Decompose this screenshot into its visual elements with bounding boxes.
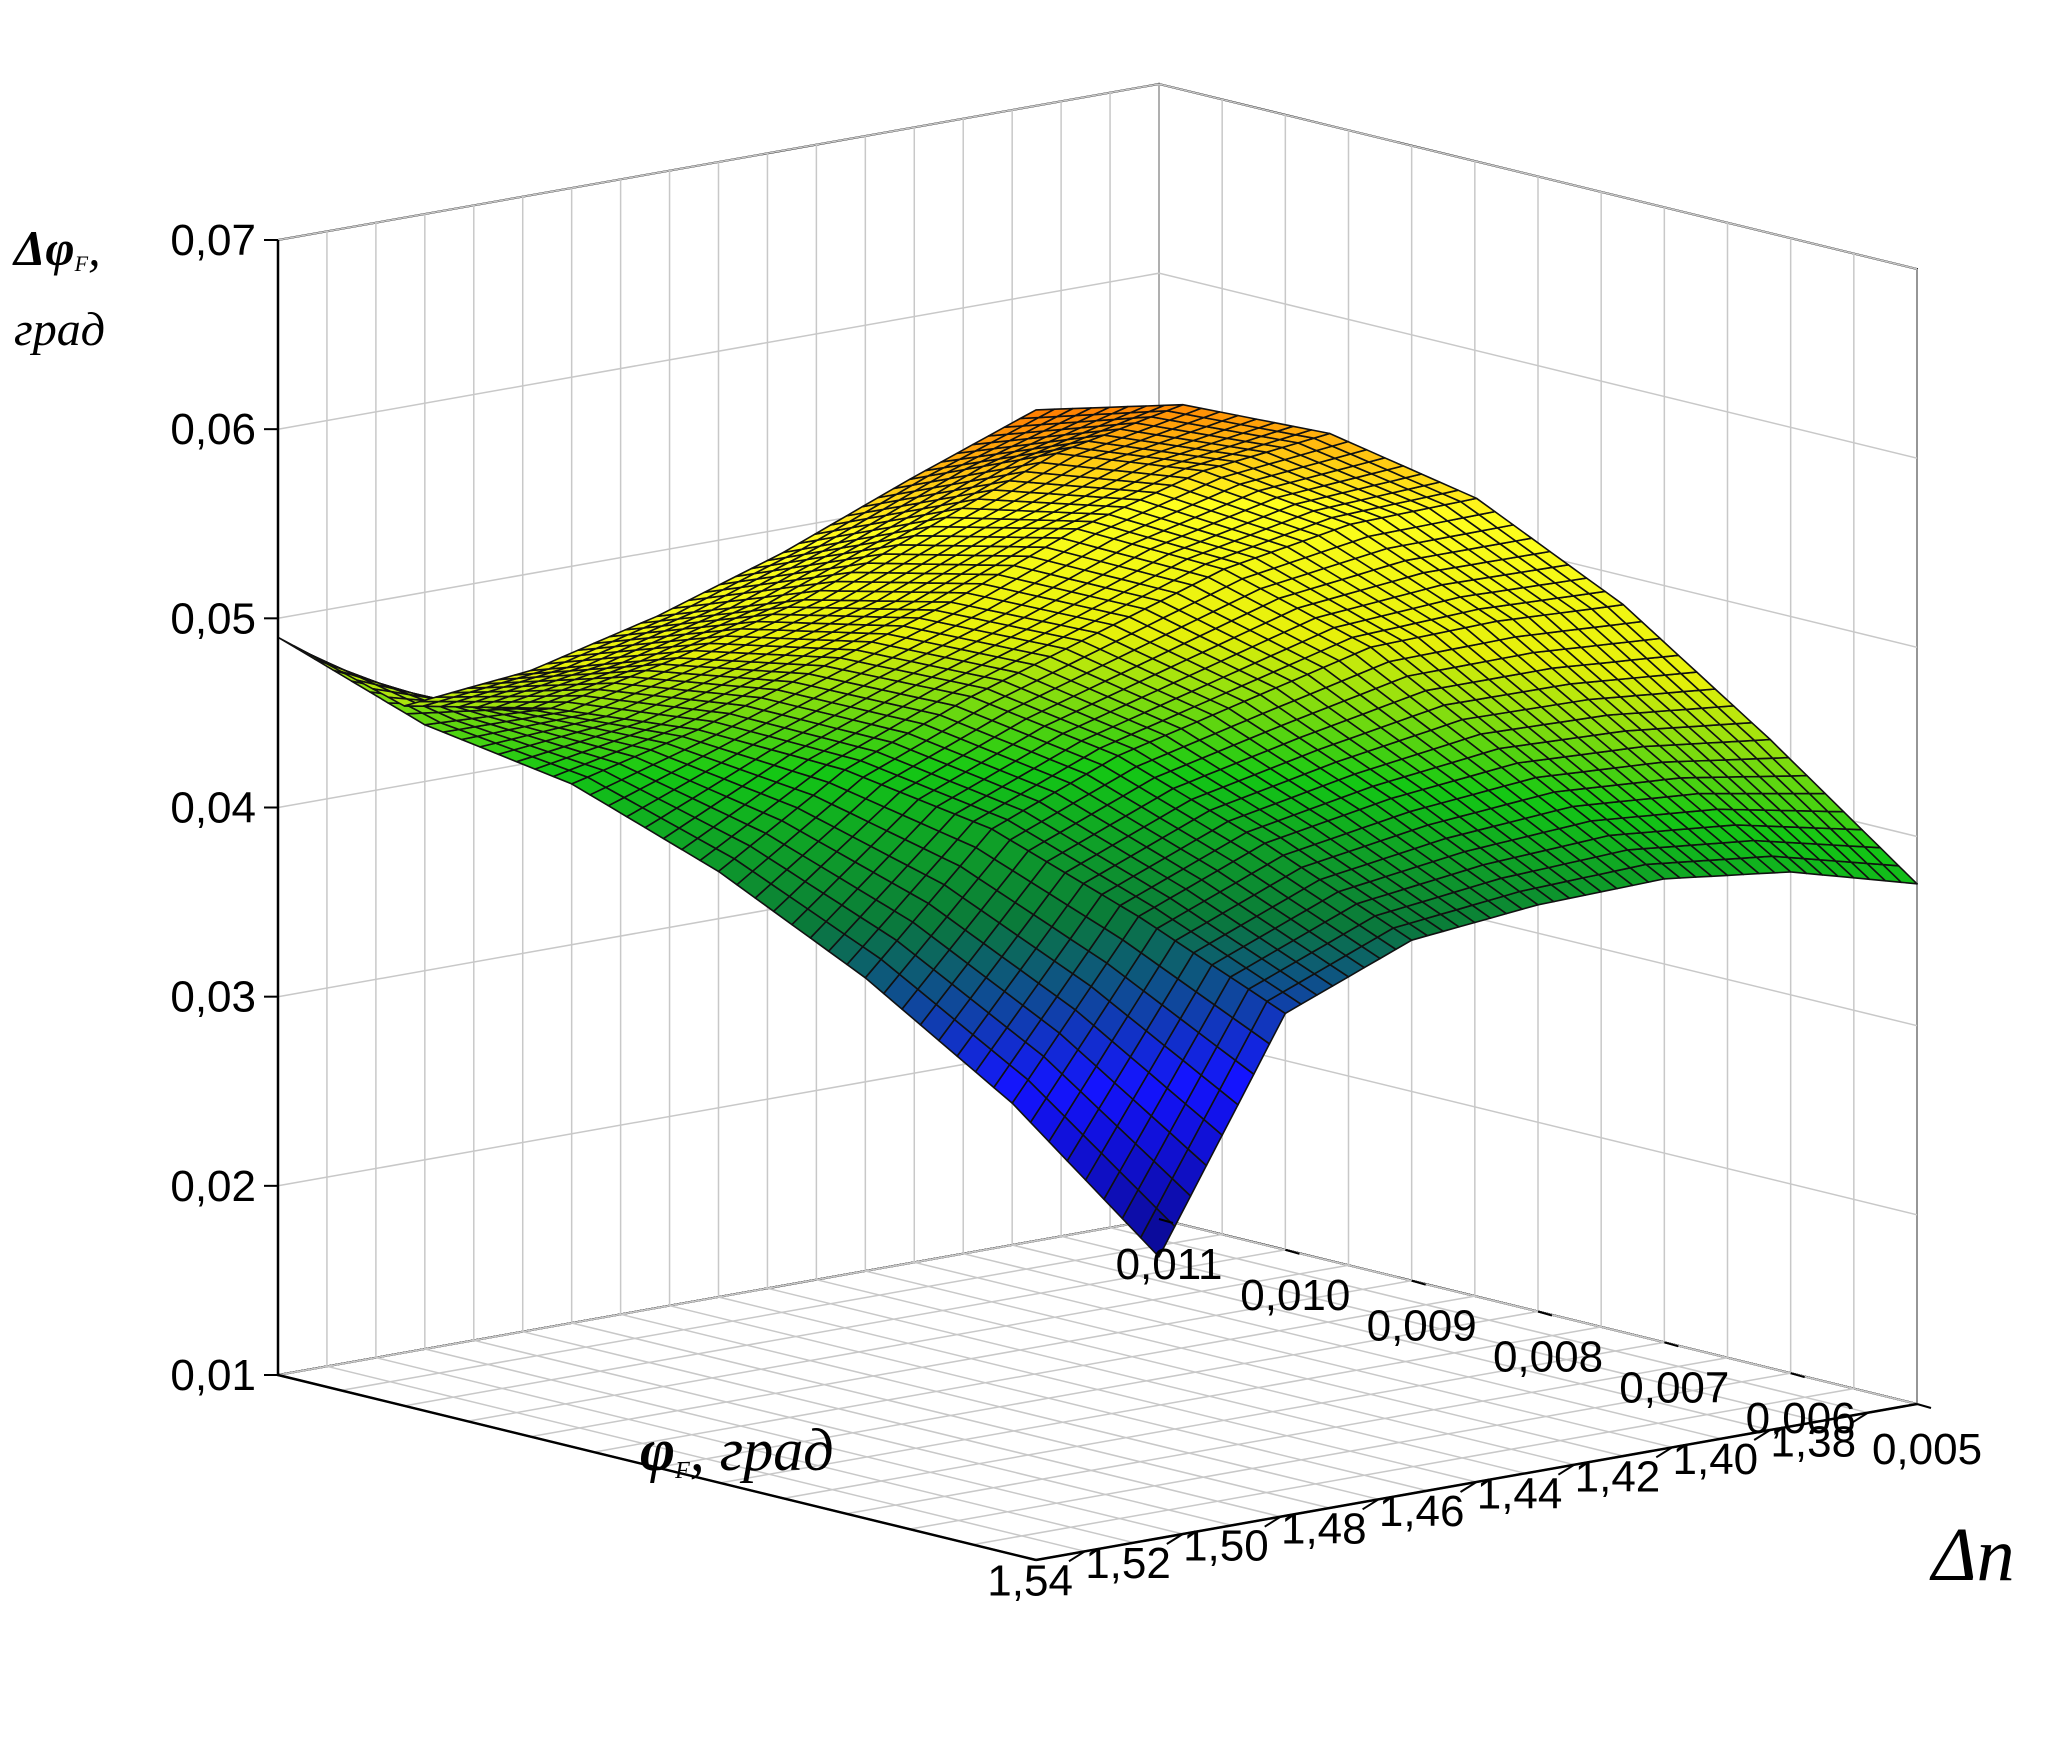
y-floor-gridline xyxy=(341,1233,1223,1392)
y-floor-gridline xyxy=(404,1249,1286,1407)
x-axis-title-symbol: φ xyxy=(640,1417,675,1483)
x-tick-label: 1,46 xyxy=(1379,1487,1465,1536)
y-tick-label: 0,006 xyxy=(1746,1394,1856,1443)
y-axis-title: Δn xyxy=(1929,1513,2015,1597)
y-tick-mark xyxy=(1285,1248,1300,1255)
z-axis-title-subscript: F xyxy=(74,251,89,276)
z-axis-title-unit: град xyxy=(14,303,105,356)
x-axis-title-subscript: F xyxy=(674,1458,690,1484)
z-tick-label: 0,05 xyxy=(170,594,256,643)
y-tick-mark xyxy=(1411,1279,1426,1286)
y-floor-gridline xyxy=(972,1387,1854,1546)
z-axis-title-symbol: Δφ xyxy=(12,220,75,276)
x-tick-mark xyxy=(1851,1411,1869,1424)
x-tick-label: 1,54 xyxy=(987,1556,1073,1605)
x-tick-label: 1,50 xyxy=(1183,1522,1269,1571)
y-floor-gridline xyxy=(656,1310,1539,1469)
y-floor-gridline xyxy=(783,1341,1665,1500)
z-tick-label: 0,07 xyxy=(170,216,256,265)
y-floor-gridline xyxy=(909,1372,1791,1530)
z-axis-ticks: 0,01 0,02 0,03 0,04 0,05 0,06 0,07 xyxy=(170,216,278,1400)
x-tick-label: 1,38 xyxy=(1770,1418,1856,1467)
x-axis-title-unit: , град xyxy=(690,1417,834,1483)
y-tick-mark xyxy=(1664,1341,1679,1348)
y-floor-gridline xyxy=(593,1295,1475,1453)
x-tick-mark xyxy=(1166,1533,1184,1545)
z-axis-title-top: ΔφF, xyxy=(12,220,101,276)
surface-mesh xyxy=(277,403,1918,1258)
y-tick-label: 0,007 xyxy=(1619,1363,1729,1412)
y-tick-mark xyxy=(1158,1218,1174,1224)
x-tick-mark xyxy=(1459,1481,1478,1493)
z-tick-label: 0,06 xyxy=(170,405,256,454)
y-floor-gridline xyxy=(846,1357,1728,1515)
x-axis-ticks: 1,381,401,421,441,461,481,501,521,54 xyxy=(987,1411,1869,1605)
z-tick-label: 0,03 xyxy=(170,973,256,1022)
z-tick-label: 0,01 xyxy=(170,1351,256,1400)
y-axis-ticks: 0,005 0,006 0,007 0,008 0,009 0,010 0,011 xyxy=(1116,1218,1982,1474)
y-tick-mark xyxy=(1916,1403,1932,1409)
y-floor-gridline xyxy=(530,1279,1412,1438)
x-tick-mark xyxy=(1753,1429,1771,1441)
x-tick-label: 1,40 xyxy=(1673,1435,1759,1484)
x-tick-mark xyxy=(1362,1498,1380,1511)
y-floor-gridline xyxy=(720,1326,1602,1484)
surface-cell xyxy=(1019,408,1056,420)
x-tick-label: 1,48 xyxy=(1281,1504,1367,1553)
y-tick-mark xyxy=(1537,1310,1553,1317)
y-tick-label: 0,010 xyxy=(1240,1271,1350,1320)
y-tick-label: 0,009 xyxy=(1367,1302,1477,1351)
y-tick-mark xyxy=(1790,1372,1805,1379)
z-tick-label: 0,04 xyxy=(170,784,256,833)
x-tick-mark xyxy=(1068,1550,1086,1563)
y-tick-label: 0,005 xyxy=(1872,1425,1982,1474)
y-floor-gridline xyxy=(467,1264,1349,1422)
x-tick-label: 1,44 xyxy=(1477,1470,1563,1519)
z-tick-label: 0,02 xyxy=(170,1162,256,1211)
x-tick-label: 1,42 xyxy=(1575,1452,1661,1501)
x-tick-label: 1,52 xyxy=(1085,1539,1171,1588)
x-tick-mark xyxy=(1655,1446,1673,1459)
y-tick-label: 0,011 xyxy=(1116,1240,1223,1289)
x-tick-mark xyxy=(1557,1463,1575,1476)
y-tick-label: 0,008 xyxy=(1493,1333,1603,1382)
x-tick-mark xyxy=(1264,1515,1282,1528)
x-axis-title: φF, град xyxy=(640,1417,834,1484)
z-axis-title-comma: , xyxy=(88,220,101,276)
x-axis-line xyxy=(277,1373,1037,1562)
y-floor-gridline xyxy=(277,1218,1160,1376)
